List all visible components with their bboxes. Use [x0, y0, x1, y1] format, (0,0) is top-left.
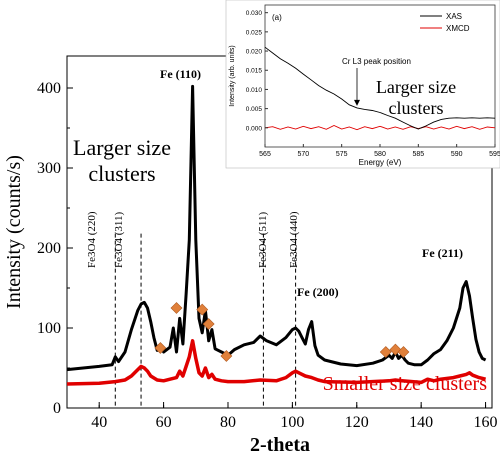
inset-x-tick-label-590: 590: [451, 151, 463, 158]
annotation-fe3o4-311: Fe3O4 (311): [113, 212, 125, 268]
inset-y-tick-label: 0.030: [246, 10, 263, 17]
x-tick-label-40: 40: [91, 414, 107, 431]
inset-x-tick-label-565: 565: [259, 151, 271, 158]
y-tick-label-0: 0: [53, 400, 61, 417]
y-tick-label-300: 300: [37, 160, 61, 177]
x-tick-label-60: 60: [156, 414, 172, 431]
cr-l3-arrow-head: [354, 99, 360, 106]
larger-clusters-label-line2: clusters: [88, 161, 155, 186]
inset-legend: XAS XMCD: [420, 12, 470, 33]
inset-larger-clusters-line2: clusters: [389, 98, 444, 118]
y-tick-label-200: 200: [37, 240, 61, 257]
y-axis-label: Intensity (counts/s): [3, 155, 25, 309]
annotation-fe211: Fe (211): [422, 246, 463, 260]
diamond-marker-0: [154, 342, 167, 354]
diamond-marker-2: [196, 303, 209, 316]
smaller-clusters-label: Smaller size clusters: [323, 373, 488, 395]
inset-x-tick-label-595: 595: [489, 151, 500, 158]
inset-y-tick-label: 0.000: [246, 125, 263, 132]
legend-label-xas: XAS: [446, 12, 462, 21]
x-tick-label-140: 140: [409, 414, 433, 431]
x-tick-label-160: 160: [474, 414, 498, 431]
y-tick-label-100: 100: [37, 320, 61, 337]
inset-x-tick-label-570: 570: [297, 151, 309, 158]
inset-y-tick-label: 0.005: [246, 106, 263, 113]
main-plot: 40 60 80 100 120 140 160 0 100 200 300 400 2-theta…: [3, 55, 498, 456]
diamond-marker-5: [379, 346, 392, 358]
inset-y-tick-label: 0.010: [246, 87, 263, 94]
annotation-fe200: Fe (200): [297, 285, 339, 299]
inset-panel-label: (a): [272, 13, 282, 22]
diamond-marker-7: [397, 346, 410, 358]
inset-x-tick-label-585: 585: [412, 151, 424, 158]
inset-larger-clusters-line1: Larger size: [376, 77, 456, 97]
x-tick-label-80: 80: [220, 414, 236, 431]
inset-x-axis-label: Energy (eV): [359, 158, 402, 167]
annotation-fe110: Fe (110): [160, 67, 201, 81]
inset-y-tick-label: 0.015: [246, 68, 263, 75]
inset-series-line-xmcd: [264, 125, 496, 131]
inset-y-tick-label: 0.025: [246, 29, 263, 36]
x-axis-label: 2-theta: [250, 434, 310, 456]
x-tick-label-100: 100: [280, 414, 304, 431]
legend-label-xmcd: XMCD: [446, 24, 470, 33]
x-tick-label-120: 120: [345, 414, 369, 431]
diamond-marker-3: [202, 318, 215, 330]
diamond-marker-4: [220, 350, 233, 362]
annotation-fe3o4-440: Fe3O4 (440): [288, 211, 300, 268]
inset-background: [225, 0, 500, 169]
cr-l3-annotation: Cr L3 peak position: [342, 57, 411, 66]
series-line-red: [66, 339, 487, 386]
larger-clusters-label-line1: Larger size: [73, 135, 171, 160]
annotation-fe3o4-220: Fe3O4 (220): [86, 211, 98, 268]
diamond-marker-1: [170, 302, 183, 314]
inset-x-tick-label-580: 580: [374, 151, 386, 158]
y-tick-label-400: 400: [37, 80, 61, 97]
inset-x-tick-label-575: 575: [336, 151, 348, 158]
annotation-fe3o4-511: Fe3O4 (511): [257, 212, 269, 268]
inset-series-line-xas: [264, 46, 496, 130]
series-line-black: [66, 84, 487, 372]
inset-y-axis-label: Intensity (arb. units): [229, 45, 236, 106]
inset-plot: 565 570 575 580 585 590 595 0.000 0.005 0.010 0.0…: [225, 0, 500, 169]
inset-y-tick-label: 0.020: [246, 49, 263, 56]
